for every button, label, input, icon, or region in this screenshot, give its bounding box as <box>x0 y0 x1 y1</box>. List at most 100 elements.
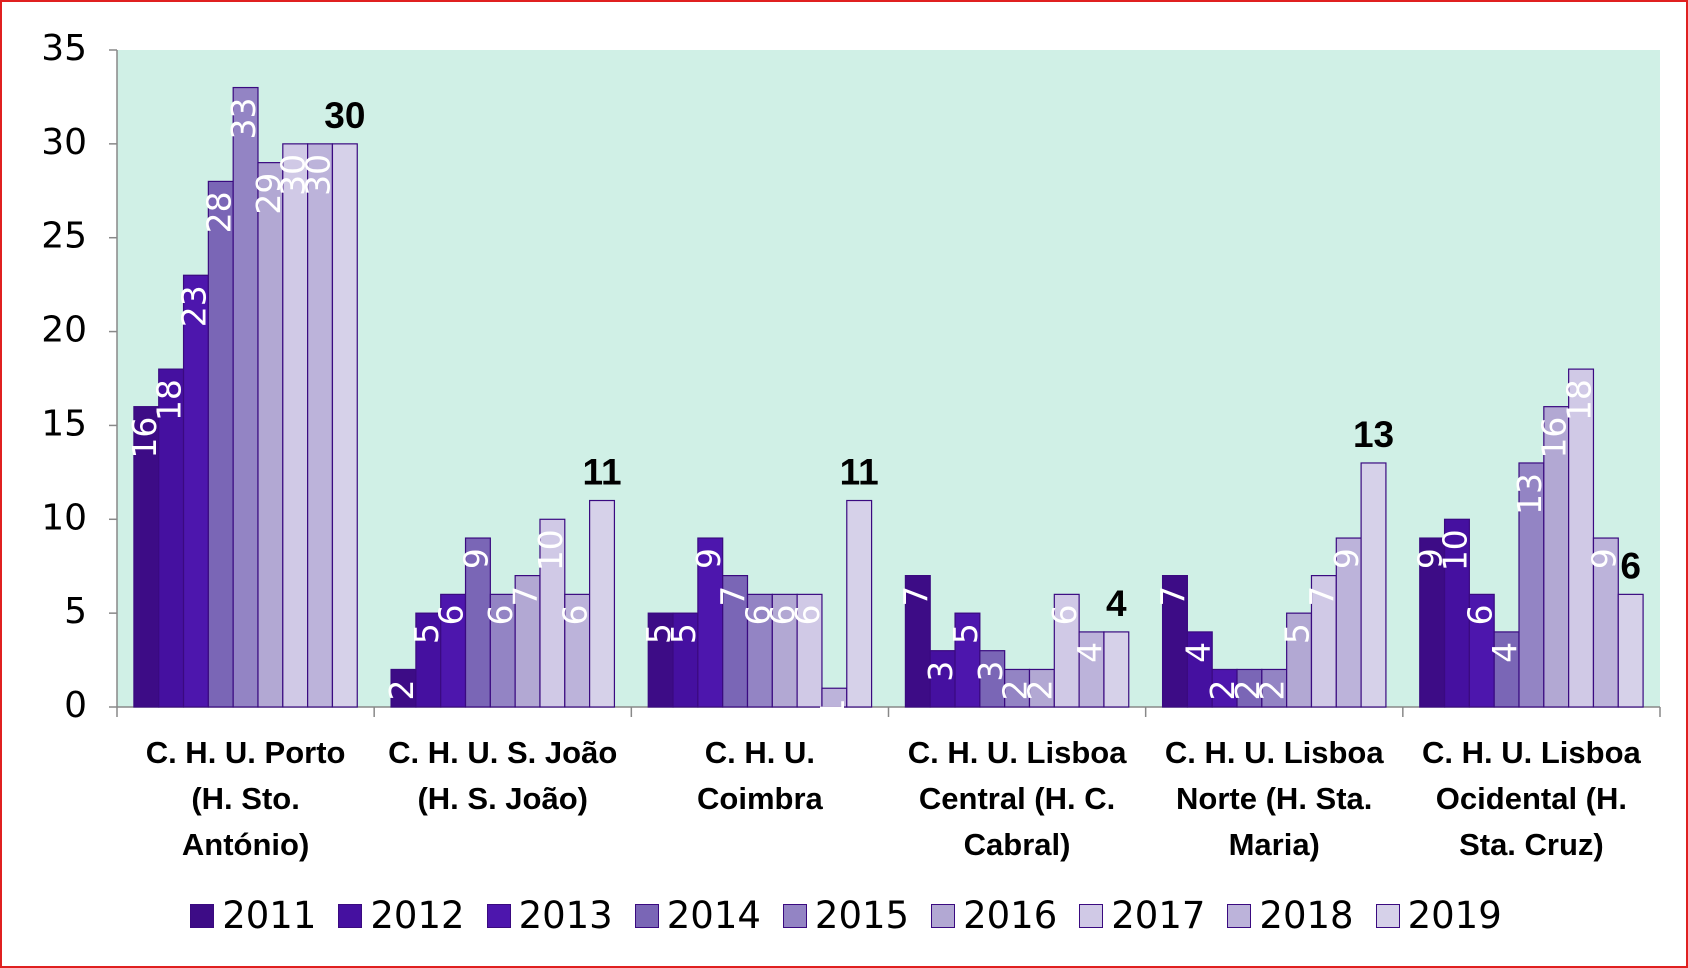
bar <box>929 650 956 708</box>
data-label: 30 <box>274 154 313 196</box>
data-label: 9 <box>1584 548 1623 569</box>
data-label: 5 <box>407 623 446 644</box>
legend-label: 2019 <box>1407 894 1502 937</box>
legend-swatch <box>338 903 363 928</box>
data-label: 6 <box>763 604 802 625</box>
legend-item: 2012 <box>338 894 465 937</box>
legend-item: 2015 <box>782 894 910 937</box>
data-label: 6 <box>788 604 827 625</box>
data-label: 9 <box>689 548 728 569</box>
bar <box>1103 631 1130 708</box>
data-label: 6 <box>481 604 520 625</box>
data-label: 29 <box>249 173 288 215</box>
data-label: 5 <box>946 623 985 644</box>
bar <box>207 180 234 708</box>
bar <box>1493 631 1520 708</box>
x-tick-label: C. H. U. Coimbra <box>697 735 823 816</box>
data-label: 4 <box>1178 642 1217 663</box>
legend-label: 2018 <box>1259 894 1354 937</box>
data-label: 2 <box>1228 679 1267 700</box>
data-label: 11 <box>582 452 621 493</box>
data-label: 4 <box>1070 642 1109 663</box>
data-label: 6 <box>1460 604 1499 625</box>
x-tick-label: C. H. U. S. João (H. S. João) <box>388 735 618 816</box>
data-label: 2 <box>382 679 421 700</box>
legend: 2011 2012 2013 2014 2015 2016 2017 2018 2019 <box>2 894 1688 937</box>
bar <box>1468 593 1495 708</box>
legend-label: 2011 <box>222 894 317 937</box>
legend-swatch <box>190 903 215 928</box>
y-tick-label: 35 <box>41 28 87 69</box>
data-label: 5 <box>664 623 703 644</box>
y-tick-label: 15 <box>41 403 87 444</box>
data-label: 9 <box>1411 548 1450 569</box>
y-tick-label: 5 <box>64 591 87 632</box>
data-label: 5 <box>1278 623 1317 644</box>
data-label: 4 <box>1485 642 1524 663</box>
y-tick-label: 25 <box>41 216 87 257</box>
legend-item: 2018 <box>1227 894 1354 937</box>
bar <box>1568 368 1595 708</box>
bar <box>1592 537 1619 708</box>
bar <box>697 537 724 708</box>
data-label: 28 <box>199 191 238 233</box>
legend-item: 2017 <box>1079 894 1205 937</box>
bar <box>979 650 1006 708</box>
bar <box>1028 668 1055 708</box>
data-label: 7 <box>506 586 545 607</box>
bar <box>846 499 873 708</box>
bar <box>672 612 699 708</box>
data-label: 9 <box>456 548 495 569</box>
data-label: 23 <box>174 285 213 327</box>
bar <box>1335 537 1362 708</box>
x-tick-label: C. H. U. Lisboa Central (H. C. Cabral) <box>907 735 1127 862</box>
legend-item: 2013 <box>486 894 613 937</box>
data-label: 7 <box>896 586 935 607</box>
bar <box>1053 593 1080 708</box>
y-tick-label: 30 <box>41 122 87 163</box>
legend-label: 2016 <box>963 894 1058 937</box>
data-label: 13 <box>1353 414 1394 455</box>
data-label: 2 <box>1020 679 1059 700</box>
data-label: 33 <box>224 98 263 140</box>
legend-label: 2013 <box>518 894 613 937</box>
data-label: 30 <box>324 95 365 136</box>
legend-swatch <box>782 903 807 928</box>
y-tick-label: 10 <box>41 497 87 538</box>
bar <box>182 274 209 708</box>
y-tick-label: 20 <box>41 310 87 351</box>
data-label: 3 <box>971 661 1010 682</box>
bar <box>1543 406 1570 708</box>
data-label: 2 <box>1253 679 1292 700</box>
bar <box>1443 518 1470 708</box>
legend-label: 2015 <box>814 894 910 937</box>
data-label: 10 <box>531 529 570 571</box>
legend-label: 2017 <box>1111 894 1206 937</box>
legend-item: 2014 <box>634 894 761 937</box>
bar <box>796 593 823 708</box>
legend-swatch <box>1227 903 1252 928</box>
data-label: 18 <box>1560 379 1599 421</box>
bar <box>1078 631 1105 708</box>
legend-swatch <box>486 903 511 928</box>
plot-background <box>117 50 1660 707</box>
data-label: 18 <box>150 379 189 421</box>
x-tick-label: C. H. U. Lisboa Norte (H. Sta. Maria) <box>1164 735 1384 862</box>
bar <box>1161 574 1188 708</box>
data-label: 11 <box>840 452 879 493</box>
data-label: 16 <box>1535 417 1574 459</box>
data-label: 2 <box>996 679 1035 700</box>
x-tick-label: C. H. U. Porto (H. Sto. António) <box>145 735 346 862</box>
data-label: 13 <box>1510 473 1549 515</box>
data-label: 9 <box>1327 548 1366 569</box>
bar <box>1419 537 1446 708</box>
bar <box>464 537 491 708</box>
data-label: 7 <box>714 586 753 607</box>
bar <box>232 86 259 708</box>
data-label: 6 <box>1045 604 1084 625</box>
bar <box>647 612 674 708</box>
legend-item: 2016 <box>931 894 1057 937</box>
bar <box>954 612 981 708</box>
bar <box>746 593 773 708</box>
